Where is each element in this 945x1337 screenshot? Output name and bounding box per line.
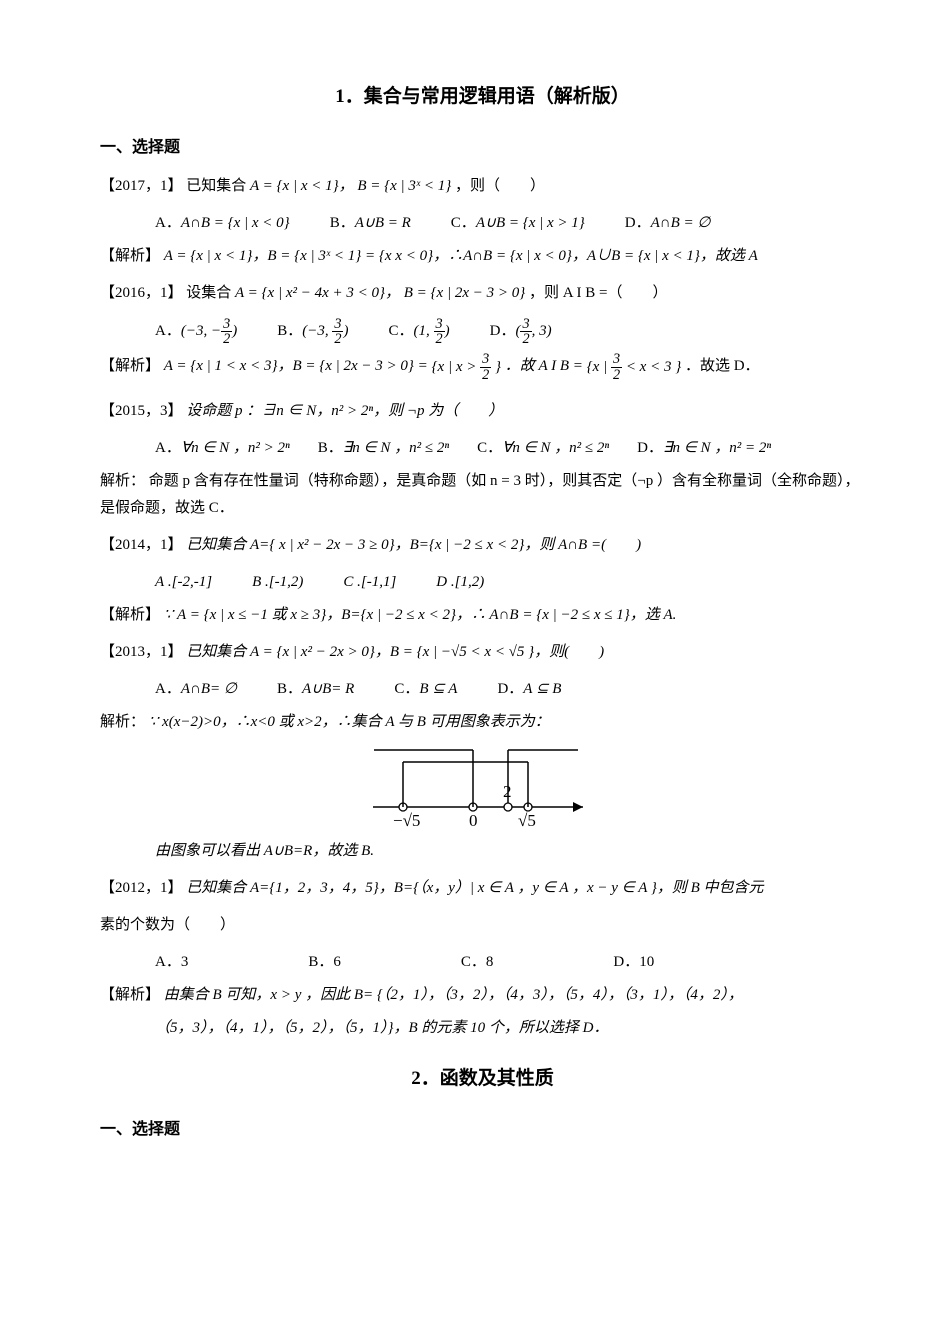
stem-text-1: 已知集合 A={1，2，3，4，5}，B={（x，y）| x ∈ A ，y ∈ … bbox=[186, 880, 763, 896]
choice-D: D．A∩B = ∅ bbox=[625, 210, 711, 237]
choice-D: D．(32, 3) bbox=[490, 317, 552, 347]
set-B: B = {x | 2x − 3 > 0} bbox=[404, 285, 525, 301]
tag: 【2012，1】 bbox=[100, 880, 183, 896]
choice-C: C .[-1,1] bbox=[343, 569, 396, 596]
stem-text: 已知集合 A={ x | x² − 2x − 3 ≥ 0}，B={x | −2 … bbox=[186, 537, 641, 553]
sol-text: 由图象可以看出 A∪B=R，故选 B. bbox=[155, 843, 374, 859]
problem-2014: 【2014，1】 已知集合 A={ x | x² − 2x − 3 ≥ 0}，B… bbox=[100, 532, 865, 559]
choice-B: B．(−3, 32) bbox=[277, 317, 348, 347]
tag: 【2015，3】 bbox=[100, 403, 183, 419]
choice-D: D．A ⊆ B bbox=[497, 676, 561, 703]
problem-2015: 【2015，3】 设命题 p ：∃n ∈ N，n² > 2ⁿ，则 ¬p 为（ ） bbox=[100, 398, 865, 425]
subheading-choice: 一、选择题 bbox=[100, 134, 865, 163]
number-line-diagram: −√5 0 2 √5 bbox=[100, 742, 865, 832]
choice-B: B．A∪B = R bbox=[330, 210, 411, 237]
sol-set1: {x | x > 32 } bbox=[432, 359, 501, 375]
choice-C: C．A∪B = {x | x > 1} bbox=[451, 210, 585, 237]
solution-2015: 解析： 命题 p 含有存在性量词（特称命题），是真命题（如 n = 3 时），则… bbox=[100, 468, 865, 522]
stem-tail: ，则（ ） bbox=[455, 178, 545, 194]
choices-row: A．∀n ∈ N ，n² > 2ⁿ B．∃n ∈ N ，n² ≤ 2ⁿ C．∀n… bbox=[100, 435, 865, 462]
sol-text: ∵ x(x−2)>0，∴x<0 或 x>2，∴集合 A 与 B 可用图象表示为： bbox=[149, 714, 550, 730]
choice-D: D .[1,2) bbox=[436, 569, 484, 596]
section-title-2: 2．函数及其性质 bbox=[100, 1062, 865, 1096]
problem-2012: 【2012，1】 已知集合 A={1，2，3，4，5}，B={（x，y）| x … bbox=[100, 875, 865, 902]
sol-tag: 【解析】 bbox=[100, 359, 160, 375]
sol-set2: {x | 32 < x < 3 } bbox=[587, 359, 682, 375]
choices-row: A．A∩B = {x | x < 0} B．A∪B = R C．A∪B = {x… bbox=[100, 210, 865, 237]
solution-2017: 【解析】 A = {x | x < 1}，B = {x | 3ˣ < 1} = … bbox=[100, 243, 865, 270]
choices-row: A．3 B．6 C．8 D．10 bbox=[100, 949, 865, 976]
stem-text: 设命题 p ：∃n ∈ N，n² > 2ⁿ，则 ¬p 为（ ） bbox=[186, 403, 503, 419]
set-B: B = {x | 3ˣ < 1} bbox=[357, 178, 451, 194]
tick-label-negsqrt5: −√5 bbox=[393, 811, 420, 830]
choice-A: A .[-2,-1] bbox=[155, 569, 212, 596]
choice-A: A．3 bbox=[155, 949, 188, 976]
set-A: A = {x | x² − 4x + 3 < 0}， bbox=[235, 285, 400, 301]
solution-2016: 【解析】 A = {x | 1 < x < 3}，B = {x | 2x − 3… bbox=[100, 352, 865, 382]
choices-row: A .[-2,-1] B .[-1,2) C .[-1,1] D .[1,2) bbox=[100, 569, 865, 596]
choice-B: B．∃n ∈ N ，n² ≤ 2ⁿ bbox=[318, 435, 449, 462]
choice-A: A．A∩B= ∅ bbox=[155, 676, 237, 703]
choice-C: C．B ⊆ A bbox=[394, 676, 457, 703]
solution-2014: 【解析】 ∵ A = {x | x ≤ −1 或 x ≥ 3}，B={x | −… bbox=[100, 602, 865, 629]
tick-label-2: 2 bbox=[503, 782, 512, 801]
choice-C: C．∀n ∈ N ，n² ≤ 2ⁿ bbox=[477, 435, 609, 462]
sol-tag: 解析： bbox=[100, 714, 145, 730]
solution-2013-line2: 由图象可以看出 A∪B=R，故选 B. bbox=[100, 838, 865, 865]
problem-2016: 【2016，1】 设集合 A = {x | x² − 4x + 3 < 0}， … bbox=[100, 280, 865, 307]
choice-B: B .[-1,2) bbox=[252, 569, 303, 596]
tick-label-0: 0 bbox=[469, 811, 478, 830]
choice-B: B．A∪B= R bbox=[277, 676, 354, 703]
choice-A: A．A∩B = {x | x < 0} bbox=[155, 210, 290, 237]
sol-text-2: （5，3），（4，1），（5，2），（5，1）}，B 的元素 10 个，所以选择… bbox=[155, 1020, 609, 1036]
sol-text: 命题 p 含有存在性量词（特称命题），是真命题（如 n = 3 时），则其否定（… bbox=[100, 473, 859, 516]
problem-2017: 【2017，1】 已知集合 A = {x | x < 1}， B = {x | … bbox=[100, 173, 865, 200]
subheading-choice-2: 一、选择题 bbox=[100, 1116, 865, 1145]
sol-tag: 【解析】 bbox=[100, 987, 160, 1003]
choice-C: C．8 bbox=[461, 949, 494, 976]
tag: 【2016，1】 bbox=[100, 285, 183, 301]
stem-text: 已知集合 A = {x | x² − 2x > 0}，B = {x | −√5 … bbox=[186, 644, 604, 660]
choice-A: A．(−3, −32) bbox=[155, 317, 237, 347]
choice-A: A．∀n ∈ N ，n² > 2ⁿ bbox=[155, 435, 290, 462]
sol-b: ．故 A I B = bbox=[505, 359, 587, 375]
sol-tag: 解析： bbox=[100, 473, 145, 489]
tag: 【2017，1】 bbox=[100, 178, 183, 194]
solution-2012-l1: 【解析】 由集合 B 可知，x > y ，因此 B= {（2，1），（3，2），… bbox=[100, 982, 865, 1009]
sol-tag: 【解析】 bbox=[100, 248, 160, 264]
stem-tail: ，则 A I B =（ ） bbox=[529, 285, 667, 301]
sol-text: ∵ A = {x | x ≤ −1 或 x ≥ 3}，B={x | −2 ≤ x… bbox=[164, 607, 677, 623]
section-title: 1．集合与常用逻辑用语（解析版） bbox=[100, 80, 865, 114]
sol-c: ．故选 D． bbox=[685, 359, 760, 375]
tag: 【2014，1】 bbox=[100, 537, 183, 553]
sol-text: A = {x | x < 1}，B = {x | 3ˣ < 1} = {x x … bbox=[164, 248, 758, 264]
tick-label-sqrt5: √5 bbox=[518, 811, 536, 830]
solution-2012-l2: （5，3），（4，1），（5，2），（5，1）}，B 的元素 10 个，所以选择… bbox=[100, 1015, 865, 1042]
problem-2012-cont: 素的个数为（ ） bbox=[100, 912, 865, 939]
problem-2013: 【2013，1】 已知集合 A = {x | x² − 2x > 0}，B = … bbox=[100, 639, 865, 666]
choice-C: C．(1, 32) bbox=[388, 317, 449, 347]
choice-D: D．∃n ∈ N ，n² = 2ⁿ bbox=[637, 435, 771, 462]
choice-B: B．6 bbox=[308, 949, 341, 976]
choice-D: D．10 bbox=[613, 949, 654, 976]
sol-a: A = {x | 1 < x < 3}，B = {x | 2x − 3 > 0}… bbox=[164, 359, 432, 375]
solution-2013-line1: 解析： ∵ x(x−2)>0，∴x<0 或 x>2，∴集合 A 与 B 可用图象… bbox=[100, 709, 865, 736]
sol-text-1: 由集合 B 可知，x > y ，因此 B= {（2，1），（3，2），（4，3）… bbox=[164, 987, 743, 1003]
choices-row: A．(−3, −32) B．(−3, 32) C．(1, 32) D．(32, … bbox=[100, 317, 865, 347]
stem-text: 已知集合 bbox=[186, 178, 246, 194]
stem-text-2: 素的个数为（ ） bbox=[100, 917, 235, 933]
tag: 【2013，1】 bbox=[100, 644, 183, 660]
sol-tag: 【解析】 bbox=[100, 607, 160, 623]
stem-text: 设集合 bbox=[186, 285, 231, 301]
choices-row: A．A∩B= ∅ B．A∪B= R C．B ⊆ A D．A ⊆ B bbox=[100, 676, 865, 703]
set-A: A = {x | x < 1}， bbox=[250, 178, 354, 194]
